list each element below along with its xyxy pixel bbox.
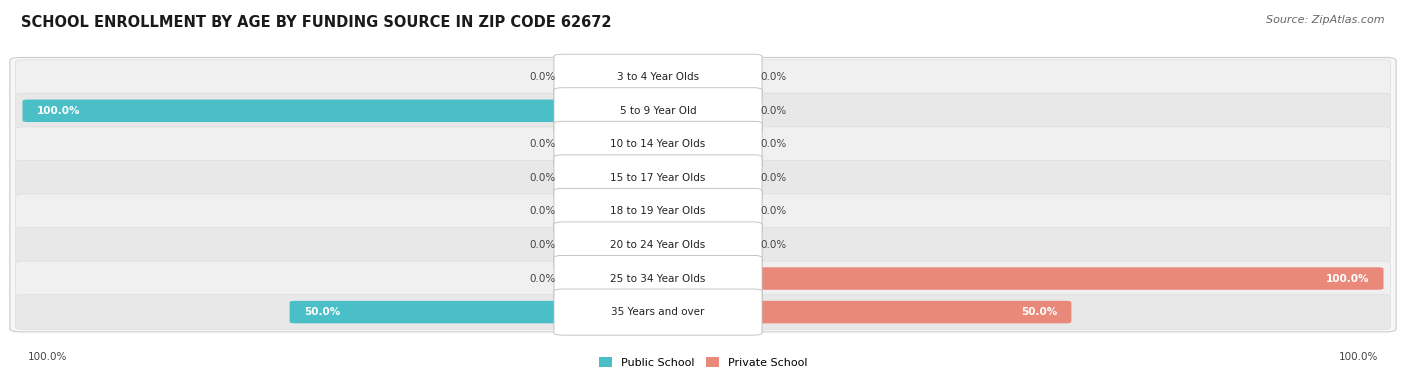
Text: 0.0%: 0.0% <box>529 139 555 149</box>
Text: 100.0%: 100.0% <box>28 352 67 362</box>
Text: Source: ZipAtlas.com: Source: ZipAtlas.com <box>1267 15 1385 25</box>
Legend: Public School, Private School: Public School, Private School <box>595 353 811 372</box>
FancyBboxPatch shape <box>15 160 1391 195</box>
Text: 0.0%: 0.0% <box>529 240 555 250</box>
FancyBboxPatch shape <box>15 194 1391 229</box>
Text: 3 to 4 Year Olds: 3 to 4 Year Olds <box>617 72 699 82</box>
FancyBboxPatch shape <box>15 228 1391 262</box>
FancyBboxPatch shape <box>554 188 762 234</box>
FancyBboxPatch shape <box>554 222 762 268</box>
FancyBboxPatch shape <box>554 54 762 100</box>
FancyBboxPatch shape <box>748 267 1384 290</box>
FancyBboxPatch shape <box>22 99 568 122</box>
Text: 100.0%: 100.0% <box>37 106 80 116</box>
Text: 0.0%: 0.0% <box>529 206 555 217</box>
FancyBboxPatch shape <box>748 301 1071 323</box>
FancyBboxPatch shape <box>15 93 1391 129</box>
Text: 0.0%: 0.0% <box>529 173 555 183</box>
FancyBboxPatch shape <box>290 301 568 323</box>
Text: 5 to 9 Year Old: 5 to 9 Year Old <box>620 106 696 116</box>
Text: 0.0%: 0.0% <box>761 240 787 250</box>
Text: 18 to 19 Year Olds: 18 to 19 Year Olds <box>610 206 706 217</box>
FancyBboxPatch shape <box>554 121 762 167</box>
FancyBboxPatch shape <box>554 256 762 302</box>
Text: 0.0%: 0.0% <box>761 173 787 183</box>
FancyBboxPatch shape <box>15 261 1391 296</box>
Text: 0.0%: 0.0% <box>761 139 787 149</box>
FancyBboxPatch shape <box>554 289 762 335</box>
Text: 10 to 14 Year Olds: 10 to 14 Year Olds <box>610 139 706 149</box>
Text: SCHOOL ENROLLMENT BY AGE BY FUNDING SOURCE IN ZIP CODE 62672: SCHOOL ENROLLMENT BY AGE BY FUNDING SOUR… <box>21 15 612 30</box>
Text: 15 to 17 Year Olds: 15 to 17 Year Olds <box>610 173 706 183</box>
Text: 0.0%: 0.0% <box>761 72 787 82</box>
Text: 0.0%: 0.0% <box>761 206 787 217</box>
Text: 35 Years and over: 35 Years and over <box>612 307 704 317</box>
Text: 0.0%: 0.0% <box>529 72 555 82</box>
Text: 0.0%: 0.0% <box>529 274 555 284</box>
Text: 0.0%: 0.0% <box>761 106 787 116</box>
Text: 50.0%: 50.0% <box>304 307 340 317</box>
FancyBboxPatch shape <box>15 60 1391 95</box>
FancyBboxPatch shape <box>554 88 762 134</box>
Text: 25 to 34 Year Olds: 25 to 34 Year Olds <box>610 274 706 284</box>
FancyBboxPatch shape <box>15 294 1391 330</box>
FancyBboxPatch shape <box>15 127 1391 162</box>
Text: 100.0%: 100.0% <box>1326 274 1369 284</box>
Text: 50.0%: 50.0% <box>1021 307 1057 317</box>
FancyBboxPatch shape <box>554 155 762 201</box>
Text: 100.0%: 100.0% <box>1339 352 1378 362</box>
Text: 20 to 24 Year Olds: 20 to 24 Year Olds <box>610 240 706 250</box>
FancyBboxPatch shape <box>10 57 1396 332</box>
